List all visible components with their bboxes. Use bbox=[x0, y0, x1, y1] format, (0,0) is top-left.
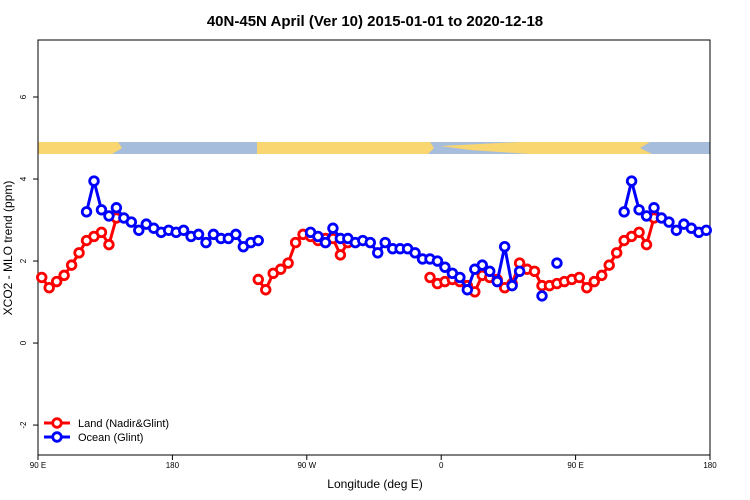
data-point bbox=[491, 275, 503, 288]
data-point bbox=[506, 279, 518, 292]
y-tick-label: -2 bbox=[19, 421, 28, 429]
data-point bbox=[372, 247, 384, 259]
legend-marker bbox=[51, 417, 63, 429]
legend-label: Ocean (Glint) bbox=[78, 432, 143, 444]
data-point bbox=[596, 269, 608, 282]
data-point bbox=[439, 261, 451, 273]
data-point bbox=[663, 216, 675, 228]
data-point bbox=[327, 222, 339, 234]
data-point bbox=[58, 269, 70, 282]
data-point bbox=[88, 175, 100, 187]
data-point bbox=[603, 259, 615, 271]
data-point bbox=[588, 275, 600, 288]
x-tick-label: 180 bbox=[703, 461, 717, 470]
plot-frame bbox=[37, 39, 711, 456]
chart-title: 40N-45N April (Ver 10) 2015-01-01 to 202… bbox=[207, 13, 543, 30]
data-point bbox=[177, 224, 190, 236]
y-tick-label: 4 bbox=[19, 176, 28, 181]
x-tick-label: 90 W bbox=[297, 461, 316, 470]
data-point bbox=[424, 271, 436, 284]
x-tick-label: 180 bbox=[166, 461, 180, 470]
data-point bbox=[252, 234, 264, 247]
data-point bbox=[461, 284, 474, 296]
data-point bbox=[36, 271, 48, 284]
data-point bbox=[334, 249, 347, 261]
x-tick-label: 0 bbox=[439, 461, 444, 470]
data-point bbox=[648, 202, 660, 214]
data-point bbox=[260, 284, 272, 296]
data-point bbox=[364, 236, 376, 249]
x-axis-label: Longitude (deg E) bbox=[327, 477, 422, 491]
data-point bbox=[80, 206, 93, 218]
data-point bbox=[640, 210, 653, 222]
data-point bbox=[513, 265, 526, 277]
data-point bbox=[670, 224, 683, 236]
data-point bbox=[610, 247, 623, 259]
data-point bbox=[618, 206, 630, 218]
data-point bbox=[312, 230, 324, 243]
data-point bbox=[192, 228, 205, 241]
x-tick-label: 90 E bbox=[567, 461, 583, 470]
data-point bbox=[125, 216, 138, 228]
data-point bbox=[536, 290, 548, 302]
legend-marker bbox=[51, 431, 63, 443]
data-point bbox=[379, 236, 391, 249]
data-point bbox=[431, 255, 444, 267]
land-ocean-strip bbox=[38, 142, 710, 154]
data-point bbox=[700, 224, 712, 236]
series bbox=[80, 175, 712, 302]
data-point bbox=[103, 210, 115, 222]
data-point bbox=[103, 238, 115, 251]
data-point bbox=[230, 228, 242, 241]
data-point bbox=[95, 226, 108, 239]
data-point bbox=[252, 273, 264, 286]
data-point bbox=[581, 281, 593, 294]
data-point bbox=[43, 281, 55, 294]
data-point bbox=[50, 275, 63, 288]
data-point bbox=[573, 271, 586, 284]
data-point bbox=[476, 259, 488, 271]
data-point bbox=[633, 226, 645, 239]
data-point bbox=[319, 236, 332, 249]
data-point bbox=[454, 271, 466, 284]
data-point bbox=[282, 257, 294, 269]
data-point bbox=[498, 240, 511, 253]
y-axis-label: XCO2 - MLO trend (ppm) bbox=[1, 181, 15, 316]
data-point bbox=[633, 204, 645, 216]
data-point bbox=[484, 265, 496, 277]
data-point bbox=[73, 247, 85, 259]
data-point bbox=[528, 265, 541, 277]
x-tick-label: 90 E bbox=[30, 461, 46, 470]
y-tick-label: 2 bbox=[19, 258, 28, 263]
y-tick-label: 0 bbox=[19, 340, 28, 345]
data-point bbox=[625, 175, 638, 187]
data-point bbox=[409, 247, 421, 259]
data-point bbox=[200, 236, 212, 249]
data-point bbox=[551, 257, 563, 269]
data-point bbox=[110, 202, 123, 214]
data-point bbox=[640, 238, 653, 251]
y-tick-label: 6 bbox=[19, 94, 28, 99]
data-point bbox=[95, 204, 108, 216]
data-point bbox=[133, 224, 145, 236]
data-point bbox=[274, 263, 287, 275]
data-point bbox=[289, 236, 302, 249]
legend-label: Land (Nadir&Glint) bbox=[78, 418, 169, 430]
data-point bbox=[65, 259, 78, 271]
